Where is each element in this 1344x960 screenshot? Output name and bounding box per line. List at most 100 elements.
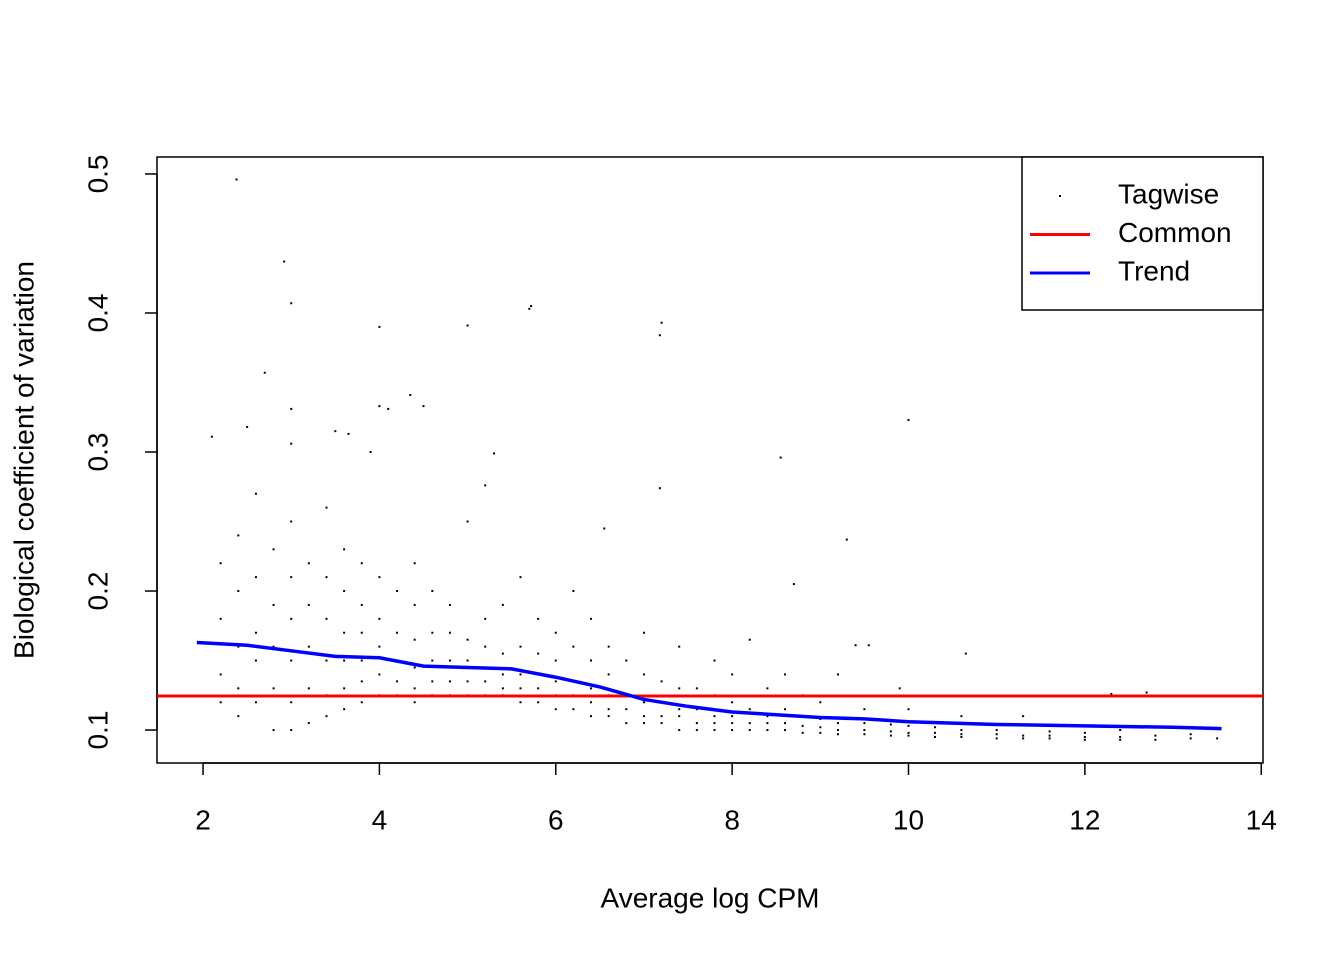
point	[396, 680, 399, 683]
point	[1189, 737, 1192, 740]
point	[343, 548, 346, 551]
y-tick-label: 0.3	[82, 433, 113, 472]
point	[1216, 737, 1219, 740]
y-tick-label: 0.4	[82, 294, 113, 333]
point	[396, 590, 399, 593]
point	[779, 456, 782, 459]
point	[660, 680, 663, 683]
point	[590, 659, 593, 662]
point	[431, 631, 434, 634]
point	[1119, 736, 1122, 739]
point	[731, 729, 734, 732]
point	[766, 687, 769, 690]
point	[219, 617, 222, 620]
point	[254, 631, 257, 634]
point	[360, 562, 363, 565]
point	[907, 419, 910, 422]
point	[530, 305, 533, 308]
point	[713, 729, 716, 732]
point	[325, 659, 328, 662]
point	[448, 659, 451, 662]
x-tick-label: 6	[548, 804, 564, 835]
point	[413, 638, 416, 641]
point	[290, 520, 293, 523]
point	[1119, 738, 1122, 741]
point	[396, 631, 399, 634]
point	[466, 680, 469, 683]
point	[819, 726, 822, 729]
point	[290, 701, 293, 704]
point	[863, 729, 866, 732]
point	[660, 321, 663, 324]
point	[343, 659, 346, 662]
point	[933, 726, 936, 729]
y-tick-label: 0.5	[82, 154, 113, 193]
point	[590, 687, 593, 690]
point	[519, 701, 522, 704]
point	[695, 722, 698, 725]
point	[1145, 691, 1148, 694]
point	[642, 722, 645, 725]
point	[519, 645, 522, 648]
point	[254, 659, 257, 662]
point	[1189, 733, 1192, 736]
point	[607, 708, 610, 711]
point	[554, 708, 557, 711]
point	[590, 715, 593, 718]
point	[784, 673, 787, 676]
point	[748, 638, 751, 641]
point	[678, 645, 681, 648]
point	[845, 538, 848, 541]
point	[237, 645, 240, 648]
point	[1022, 734, 1025, 737]
point	[466, 638, 469, 641]
point	[325, 506, 328, 509]
point	[554, 680, 557, 683]
point	[642, 701, 645, 704]
point	[307, 645, 310, 648]
point	[695, 729, 698, 732]
point	[537, 687, 540, 690]
point	[343, 590, 346, 593]
x-tick-label: 2	[195, 804, 211, 835]
point	[713, 659, 716, 662]
point	[466, 659, 469, 662]
point	[766, 722, 769, 725]
y-tick-label: 0.2	[82, 572, 113, 611]
point	[484, 617, 487, 620]
point	[695, 687, 698, 690]
point	[748, 722, 751, 725]
point	[272, 603, 275, 606]
point	[290, 302, 293, 305]
x-tick-label: 14	[1246, 804, 1277, 835]
point	[1048, 730, 1051, 733]
point	[422, 405, 425, 408]
point	[360, 631, 363, 634]
point	[254, 576, 257, 579]
point	[836, 729, 839, 732]
point	[343, 708, 346, 711]
point	[219, 701, 222, 704]
point	[784, 708, 787, 711]
point	[484, 484, 487, 487]
point	[1119, 729, 1122, 732]
point	[519, 687, 522, 690]
point	[960, 733, 963, 736]
point	[272, 687, 275, 690]
point	[378, 645, 381, 648]
point	[378, 673, 381, 676]
point	[960, 729, 963, 732]
point	[537, 652, 540, 655]
point	[1022, 737, 1025, 740]
point	[1154, 738, 1157, 741]
point	[933, 736, 936, 739]
point	[854, 644, 857, 647]
point	[784, 722, 787, 725]
point	[519, 576, 522, 579]
point	[792, 583, 795, 586]
point	[343, 631, 346, 634]
point	[413, 687, 416, 690]
point	[484, 680, 487, 683]
point	[554, 659, 557, 662]
point	[387, 407, 390, 410]
